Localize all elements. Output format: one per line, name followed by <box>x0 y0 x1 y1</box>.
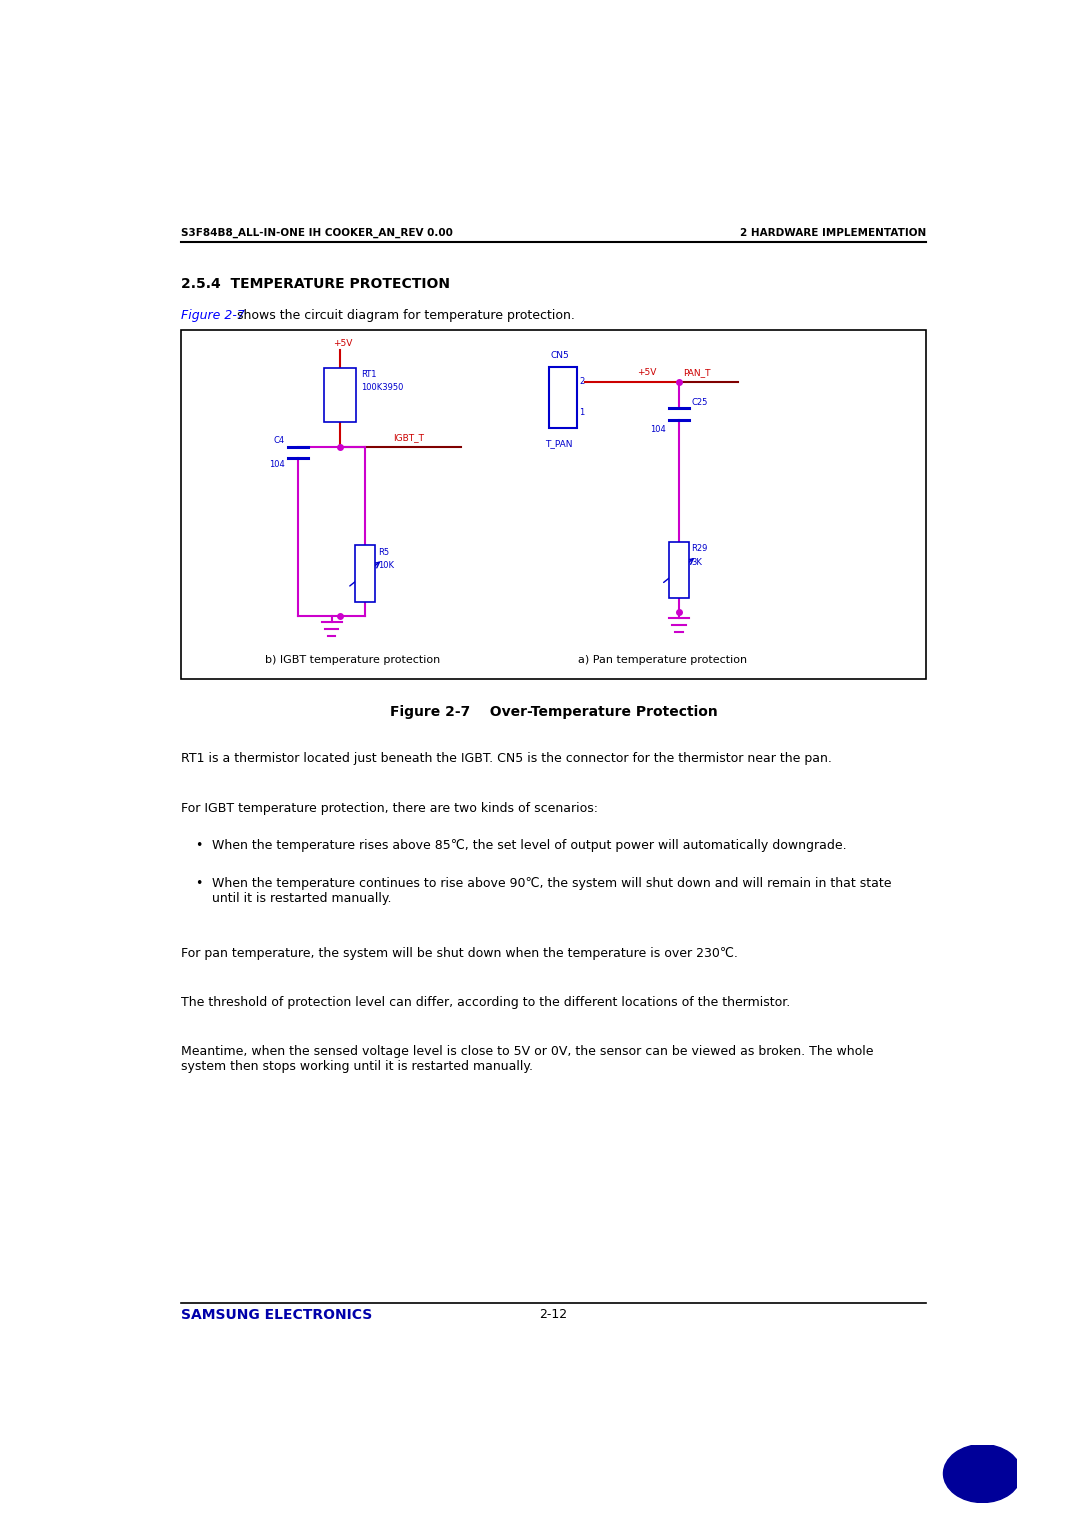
Text: When the temperature continues to rise above 90℃, the system will shut down and : When the temperature continues to rise a… <box>212 876 891 906</box>
Text: SAMSUNG ELECTRONICS: SAMSUNG ELECTRONICS <box>181 1309 373 1322</box>
Text: CN5: CN5 <box>551 351 570 360</box>
Bar <box>550 366 577 428</box>
Text: 104: 104 <box>269 460 285 469</box>
Text: C4: C4 <box>273 437 285 446</box>
Text: 100K3950: 100K3950 <box>361 383 403 392</box>
Text: RT1: RT1 <box>361 370 377 379</box>
Text: The threshold of protection level can differ, according to the different locatio: The threshold of protection level can di… <box>181 996 791 1009</box>
Text: 3K: 3K <box>691 559 702 568</box>
Text: SAMSUNG: SAMSUNG <box>964 1471 1000 1477</box>
Text: IGBT_T: IGBT_T <box>393 434 423 441</box>
Text: +5V: +5V <box>637 368 657 377</box>
Text: Figure 2-7    Over-Temperature Protection: Figure 2-7 Over-Temperature Protection <box>390 705 717 719</box>
Text: PAN_T: PAN_T <box>684 368 711 377</box>
Text: Figure 2-7: Figure 2-7 <box>181 308 245 322</box>
Text: S3F84B8_ALL-IN-ONE IH COOKER_AN_REV 0.00: S3F84B8_ALL-IN-ONE IH COOKER_AN_REV 0.00 <box>181 228 453 238</box>
Text: •: • <box>195 840 203 852</box>
Text: T_PAN: T_PAN <box>545 440 572 449</box>
Text: RT1 is a thermistor located just beneath the IGBT. CN5 is the connector for the : RT1 is a thermistor located just beneath… <box>181 753 832 765</box>
Ellipse shape <box>944 1445 1022 1503</box>
Text: 1: 1 <box>580 408 584 417</box>
Text: •: • <box>195 876 203 890</box>
Text: 10K: 10K <box>379 560 394 570</box>
Text: For IGBT temperature protection, there are two kinds of scenarios:: For IGBT temperature protection, there a… <box>181 802 598 815</box>
Text: When the temperature rises above 85℃, the set level of output power will automat: When the temperature rises above 85℃, th… <box>212 840 847 852</box>
Text: Meantime, when the sensed voltage level is close to 5V or 0V, the sensor can be : Meantime, when the sensed voltage level … <box>181 1046 874 1073</box>
Text: 2 HARDWARE IMPLEMENTATION: 2 HARDWARE IMPLEMENTATION <box>740 228 926 238</box>
Bar <box>669 542 689 599</box>
Text: b) IGBT temperature protection: b) IGBT temperature protection <box>265 655 441 666</box>
Bar <box>355 545 375 602</box>
Text: +5V: +5V <box>334 339 353 348</box>
Text: 2-12: 2-12 <box>539 1309 568 1321</box>
Text: C25: C25 <box>691 397 708 406</box>
Text: a) Pan temperature protection: a) Pan temperature protection <box>578 655 747 666</box>
Text: R29: R29 <box>691 544 708 553</box>
Text: 2: 2 <box>580 377 584 386</box>
Bar <box>324 368 356 421</box>
Bar <box>181 330 926 680</box>
Text: 104: 104 <box>650 426 666 435</box>
Text: For pan temperature, the system will be shut down when the temperature is over 2: For pan temperature, the system will be … <box>181 947 738 959</box>
Text: R5: R5 <box>379 548 390 557</box>
Text: shows the circuit diagram for temperature protection.: shows the circuit diagram for temperatur… <box>181 308 575 322</box>
Text: 2.5.4  TEMPERATURE PROTECTION: 2.5.4 TEMPERATURE PROTECTION <box>181 278 450 292</box>
